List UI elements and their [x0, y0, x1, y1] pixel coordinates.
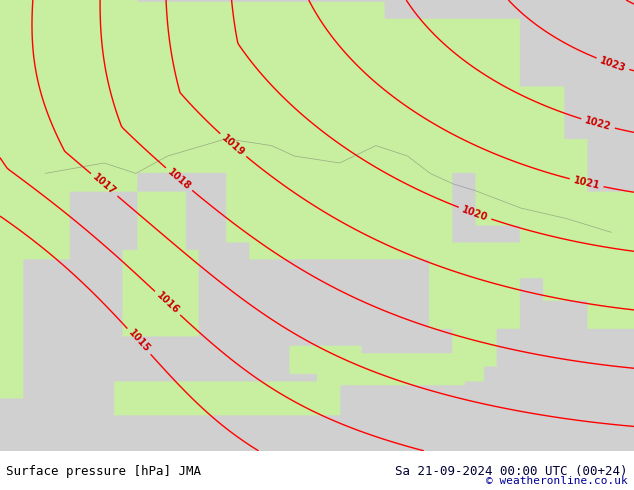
Text: 1022: 1022	[584, 115, 612, 132]
Text: 1015: 1015	[126, 328, 152, 355]
Text: 1023: 1023	[598, 55, 627, 74]
Text: 1019: 1019	[219, 133, 247, 158]
Text: Surface pressure [hPa] JMA: Surface pressure [hPa] JMA	[6, 465, 202, 478]
Text: 1021: 1021	[573, 175, 601, 191]
Text: © weatheronline.co.uk: © weatheronline.co.uk	[486, 476, 628, 486]
Text: 1018: 1018	[165, 167, 193, 192]
Text: 1017: 1017	[91, 172, 118, 197]
Text: Sa 21-09-2024 00:00 UTC (00+24): Sa 21-09-2024 00:00 UTC (00+24)	[395, 465, 628, 478]
Text: 1020: 1020	[460, 204, 489, 222]
Text: 1016: 1016	[154, 290, 181, 316]
